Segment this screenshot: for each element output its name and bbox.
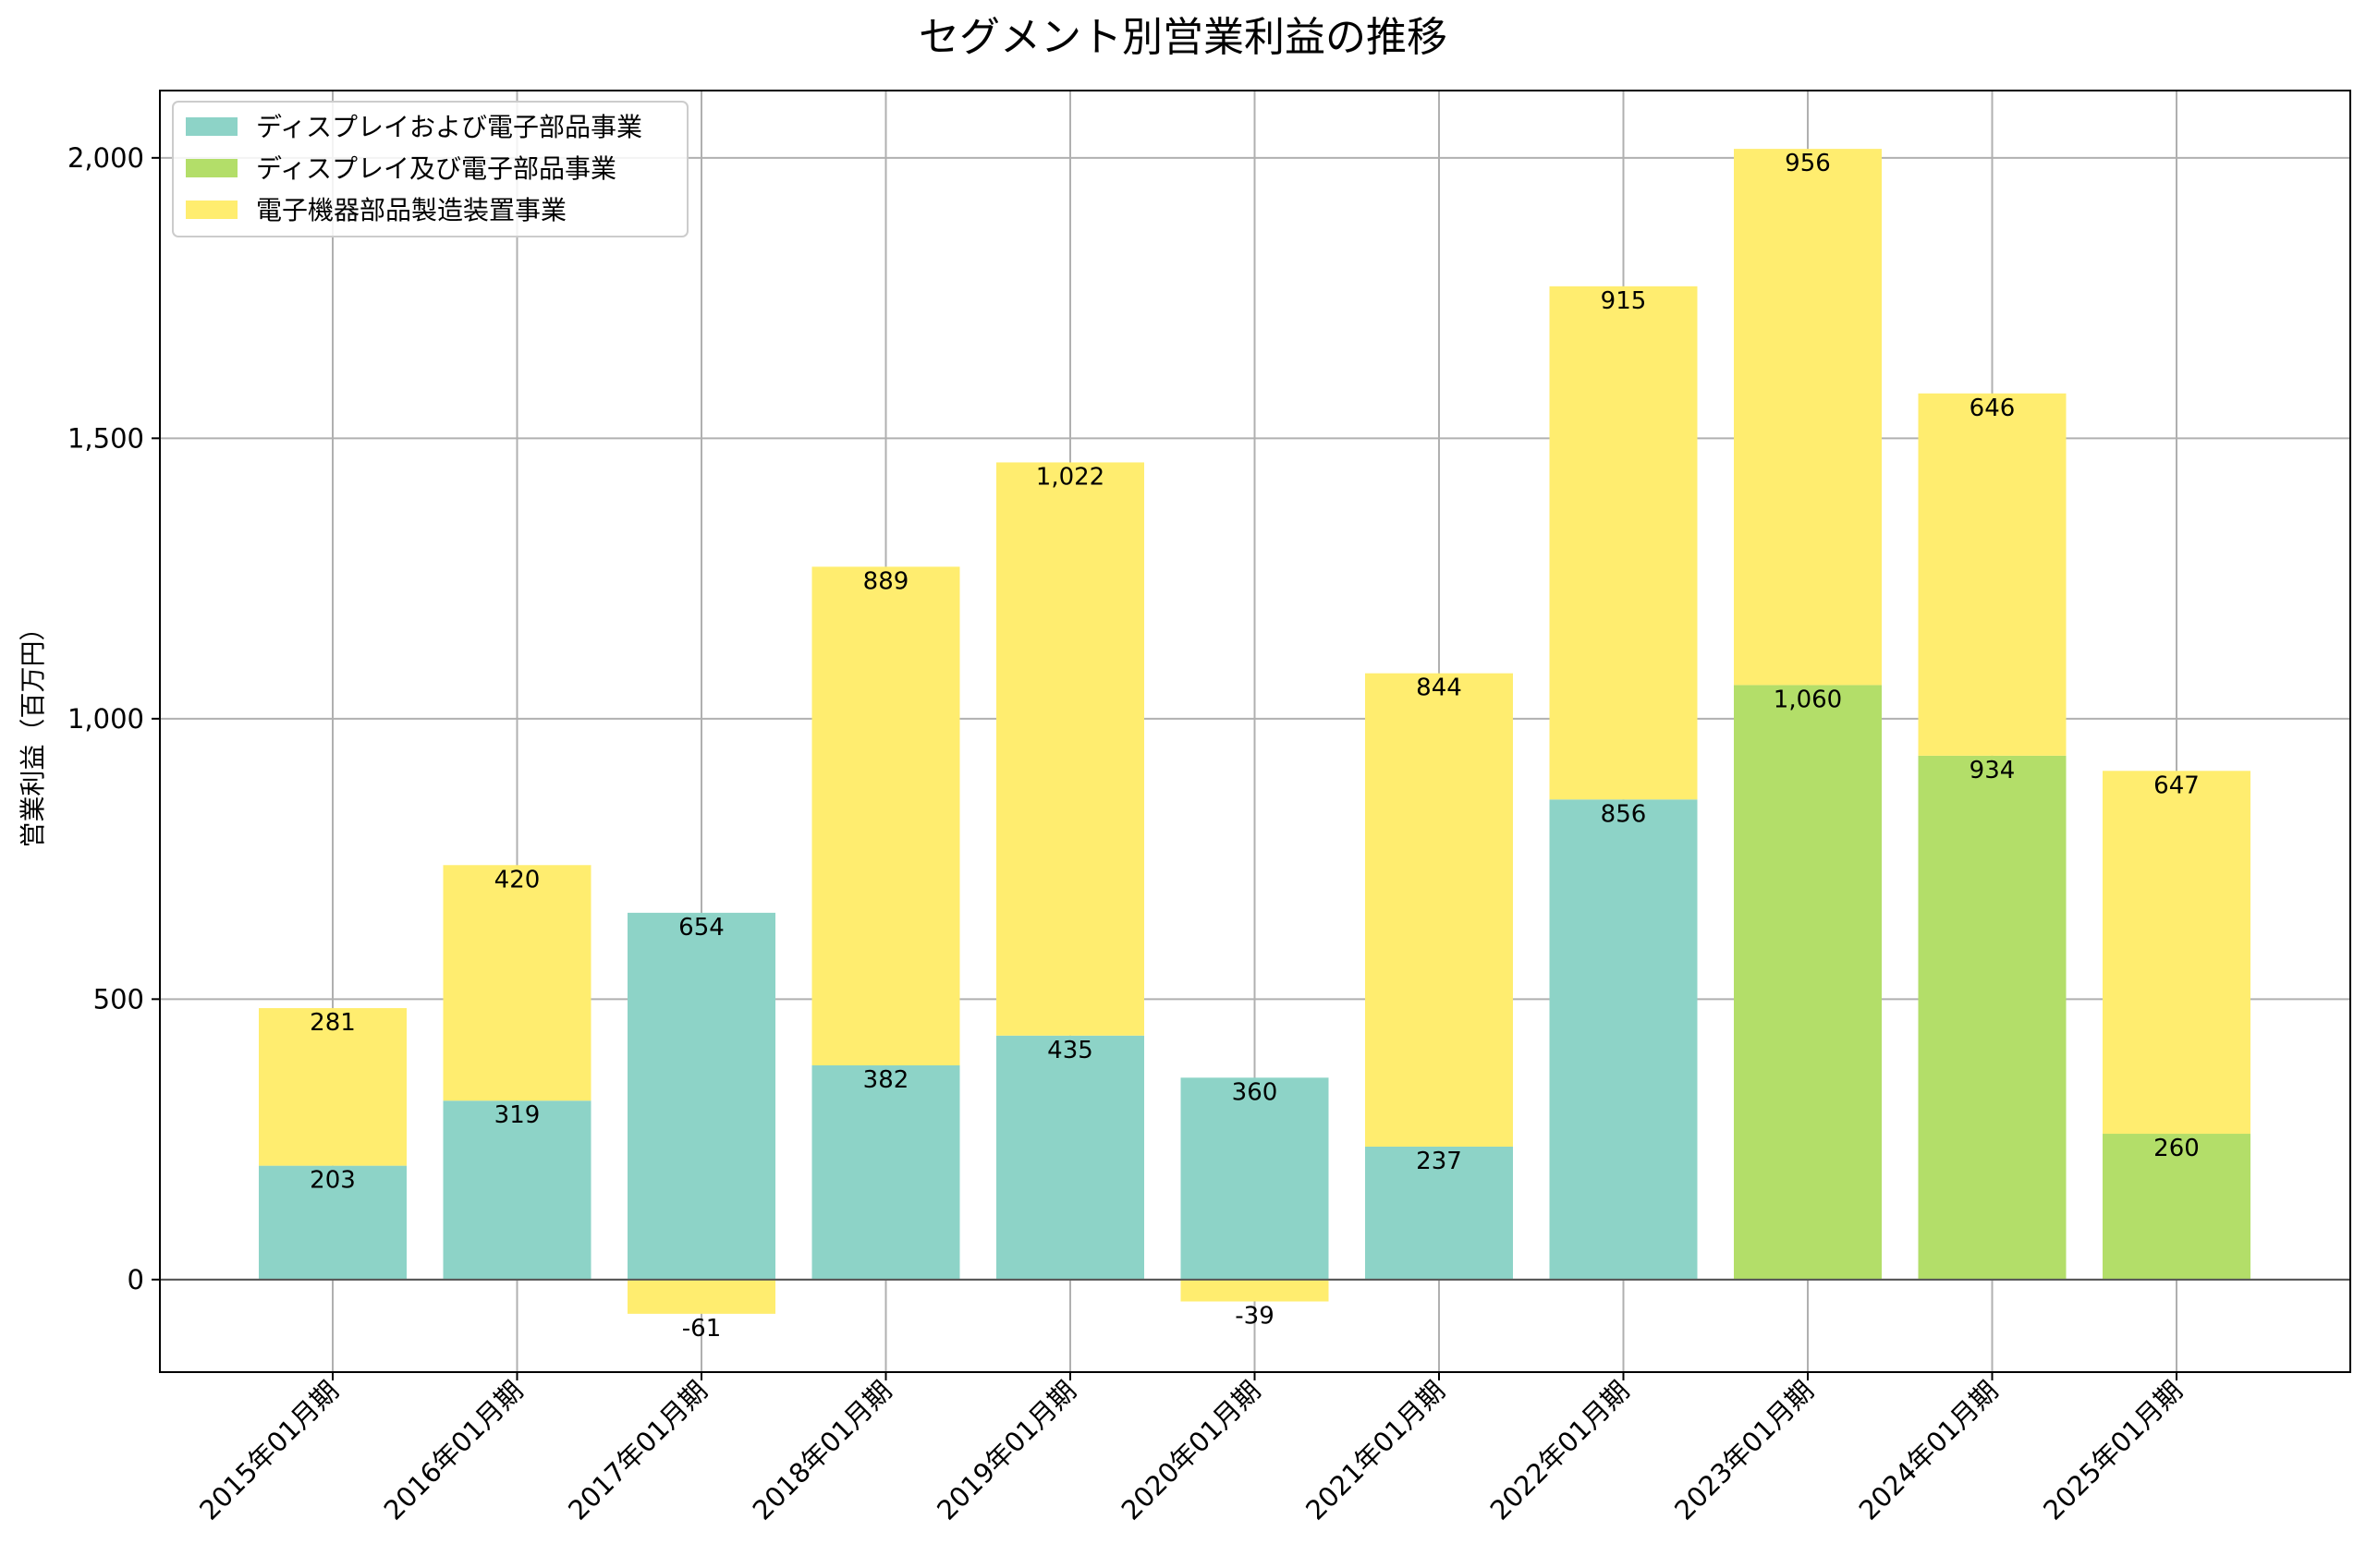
bar-labels-layer: 203 319 654 382 435 360 237 856 1,060 934 260 281 42… xyxy=(310,150,2200,1343)
x-tick-label: 2025年01月期 xyxy=(2037,1375,2189,1526)
bar-value-label: 1,060 xyxy=(1774,686,1842,713)
legend-box xyxy=(172,101,689,237)
bar-value-label: 856 xyxy=(1601,800,1647,828)
bar-value-label: 435 xyxy=(1047,1037,1093,1064)
bar-segment xyxy=(628,1279,775,1314)
legend-swatch xyxy=(186,201,238,219)
bar-segment xyxy=(259,1008,407,1166)
bar-value-label: -61 xyxy=(682,1315,721,1343)
bar-segment xyxy=(1549,799,1698,1280)
bar-value-label: 319 xyxy=(494,1101,541,1129)
bar-value-label: 237 xyxy=(1416,1148,1462,1175)
legend-swatch xyxy=(186,159,238,177)
x-tick-label: 2018年01月期 xyxy=(747,1375,898,1526)
legend-entry-label: 電子機器部品製造装置事業 xyxy=(256,195,567,225)
bar-value-label: 382 xyxy=(863,1066,909,1094)
bar-value-label: 647 xyxy=(2153,772,2200,799)
bar-segment xyxy=(811,1064,960,1280)
x-tick-label: 2020年01月期 xyxy=(1116,1375,1267,1526)
bar-segment xyxy=(2103,1134,2250,1280)
x-tick-label: 2023年01月期 xyxy=(1668,1375,1820,1526)
bar-value-label: 915 xyxy=(1601,287,1647,315)
x-tick-label: 2016年01月期 xyxy=(378,1375,530,1526)
bar-segment xyxy=(2103,771,2250,1135)
bar-segment xyxy=(1180,1279,1329,1302)
bar-value-label: 889 xyxy=(863,567,909,595)
y-tick-label: 0 xyxy=(128,1264,144,1295)
bar-segment xyxy=(443,865,592,1101)
bar-segment xyxy=(628,912,775,1280)
y-tick-label: 500 xyxy=(93,983,144,1015)
x-tick-label: 2022年01月期 xyxy=(1484,1375,1636,1526)
legend-entry-label: ディスプレイおよび電子部品事業 xyxy=(256,112,642,142)
bar-segment xyxy=(1180,1077,1329,1280)
bar-segment xyxy=(811,566,960,1065)
bar-segment xyxy=(1918,755,2067,1280)
bar-value-label: -39 xyxy=(1235,1303,1274,1331)
bar-value-label: 956 xyxy=(1785,150,1831,177)
bar-value-label: 203 xyxy=(310,1167,356,1195)
bar-segment xyxy=(1918,393,2067,756)
y-tick-label: 1,000 xyxy=(67,703,144,735)
y-tick-label: 2,000 xyxy=(67,142,144,174)
chart-title: セグメント別営業利益の推移 xyxy=(919,14,1447,61)
x-tick-label: 2024年01月期 xyxy=(1853,1375,2005,1526)
bar-value-label: 420 xyxy=(494,866,541,893)
x-tick-label: 2015年01月期 xyxy=(193,1375,345,1526)
bar-segment xyxy=(443,1100,592,1280)
legend-entry-label: ディスプレイ及び電子部品事業 xyxy=(256,153,616,184)
y-tick-label: 1,500 xyxy=(67,422,144,454)
bar-value-label: 1,022 xyxy=(1036,463,1104,491)
bar-value-label: 260 xyxy=(2153,1135,2200,1162)
bar-segment xyxy=(1734,149,1882,686)
bar-segment xyxy=(1549,286,1698,800)
legend-swatch xyxy=(186,117,238,136)
bar-value-label: 934 xyxy=(1970,757,2016,784)
x-tick-label: 2021年01月期 xyxy=(1299,1375,1451,1526)
bar-value-label: 646 xyxy=(1970,395,2016,422)
bar-value-label: 360 xyxy=(1232,1078,1278,1106)
x-tick-label: 2019年01月期 xyxy=(931,1375,1082,1526)
x-tick-label: 2017年01月期 xyxy=(562,1375,713,1526)
legend: ディスプレイおよび電子部品事業ディスプレイ及び電子部品事業電子機器部品製造装置事… xyxy=(172,101,689,237)
bar-value-label: 844 xyxy=(1416,675,1462,702)
y-axis-label: 営業利益（百万円） xyxy=(18,614,48,847)
bar-segment xyxy=(1734,685,1882,1280)
bar-segment xyxy=(1365,1146,1513,1280)
bar-value-label: 654 xyxy=(678,914,725,942)
bar-value-label: 281 xyxy=(310,1009,356,1037)
bar-segment xyxy=(1365,673,1513,1147)
bar-segment xyxy=(996,462,1144,1036)
bar-segment xyxy=(996,1035,1144,1280)
bar-segment xyxy=(259,1165,407,1280)
bars-layer xyxy=(259,149,2250,1314)
